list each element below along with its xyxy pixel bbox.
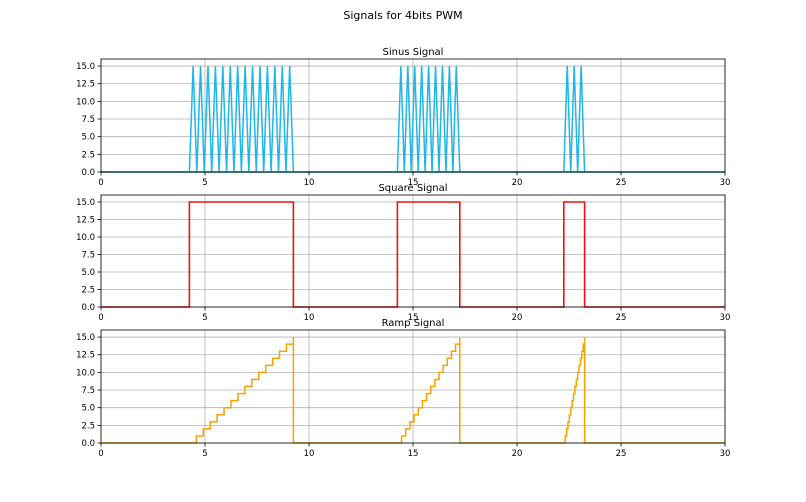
square-ytick-label-6: 15.0: [76, 198, 95, 208]
ramp-ytick-label-2: 5.0: [81, 404, 95, 414]
sinus-ytick-label-4: 10.0: [76, 97, 95, 107]
square-xtick-label-2: 10: [304, 313, 315, 323]
square-xtick-label-6: 30: [720, 313, 731, 323]
sinus-ytick-label-5: 12.5: [76, 80, 95, 90]
sinus-xtick-label-0: 0: [98, 178, 103, 188]
ramp-ytick-label-0: 0.0: [81, 439, 95, 449]
square-ytick-label-0: 0.0: [81, 303, 95, 313]
sinus-burst-2: [563, 66, 586, 173]
ramp-ytick-label-1: 2.5: [81, 421, 95, 431]
sinus-ytick-label-3: 7.5: [81, 115, 95, 125]
sinus-ytick-label-0: 0.0: [81, 168, 95, 178]
ramp-title: Ramp Signal: [382, 318, 445, 329]
sinus-xtick-label-3: 15: [408, 178, 419, 188]
square-ytick-label-2: 5.0: [81, 268, 95, 278]
figure-title: Signals for 4bits PWM: [343, 9, 463, 22]
sinus-ytick-label-1: 2.5: [81, 150, 95, 160]
sinus-chart: 0 5 10 15 20 25 30 0.0 2.5 5.0 7.5 10.0 12.5 15.0 Sinu…: [76, 47, 730, 188]
ramp-xtick-label-3: 15: [408, 449, 419, 459]
square-xtick-label-1: 5: [202, 313, 207, 323]
sinus-xtick-label-5: 25: [616, 178, 627, 188]
sinus-xtick-label-2: 10: [304, 178, 315, 188]
square-xtick-label-5: 25: [616, 313, 627, 323]
square-ytick-label-1: 2.5: [81, 286, 95, 296]
sinus-xtick-label-4: 20: [512, 178, 523, 188]
ramp-xtick-label-2: 10: [304, 449, 315, 459]
square-xtick-label-3: 15: [408, 313, 419, 323]
square-xtick-label-0: 0: [98, 313, 103, 323]
square-chart: 0 5 10 15 20 25 30 0.0 2.5 5.0 7.5 10.0 12.5 15.0 Squa…: [76, 183, 730, 323]
square-title: Square Signal: [378, 183, 447, 194]
ramp-ytick-label-5: 12.5: [76, 351, 95, 361]
sinus-ytick-label-6: 15.0: [76, 62, 95, 72]
sinus-burst-1: [396, 66, 461, 173]
square-ytick-label-4: 10.0: [76, 233, 95, 243]
square-ytick-label-5: 12.5: [76, 216, 95, 226]
sinus-ytick-label-2: 5.0: [81, 133, 95, 143]
ramp-xtick-label-5: 25: [616, 449, 627, 459]
square-ytick-label-3: 7.5: [81, 251, 95, 261]
ramp-xtick-label-6: 30: [720, 449, 731, 459]
ramp-ytick-label-3: 7.5: [81, 386, 95, 396]
square-series-line: [101, 201, 725, 308]
square-xtick-label-4: 20: [512, 313, 523, 323]
sinus-title: Sinus Signal: [383, 47, 444, 58]
sinus-xtick-label-6: 30: [720, 178, 731, 188]
ramp-xtick-label-1: 5: [202, 449, 207, 459]
ramp-series-line: [101, 337, 725, 444]
sinus-xtick-label-1: 5: [202, 178, 207, 188]
ramp-ytick-label-6: 15.0: [76, 333, 95, 343]
ramp-chart: 0 5 10 15 20 25 30 0.0 2.5 5.0 7.5 10.0 12.5 15.0 Ramp…: [76, 318, 730, 459]
ramp-ytick-label-4: 10.0: [76, 368, 95, 378]
ramp-xtick-label-4: 20: [512, 449, 523, 459]
ramp-xtick-label-0: 0: [98, 449, 103, 459]
